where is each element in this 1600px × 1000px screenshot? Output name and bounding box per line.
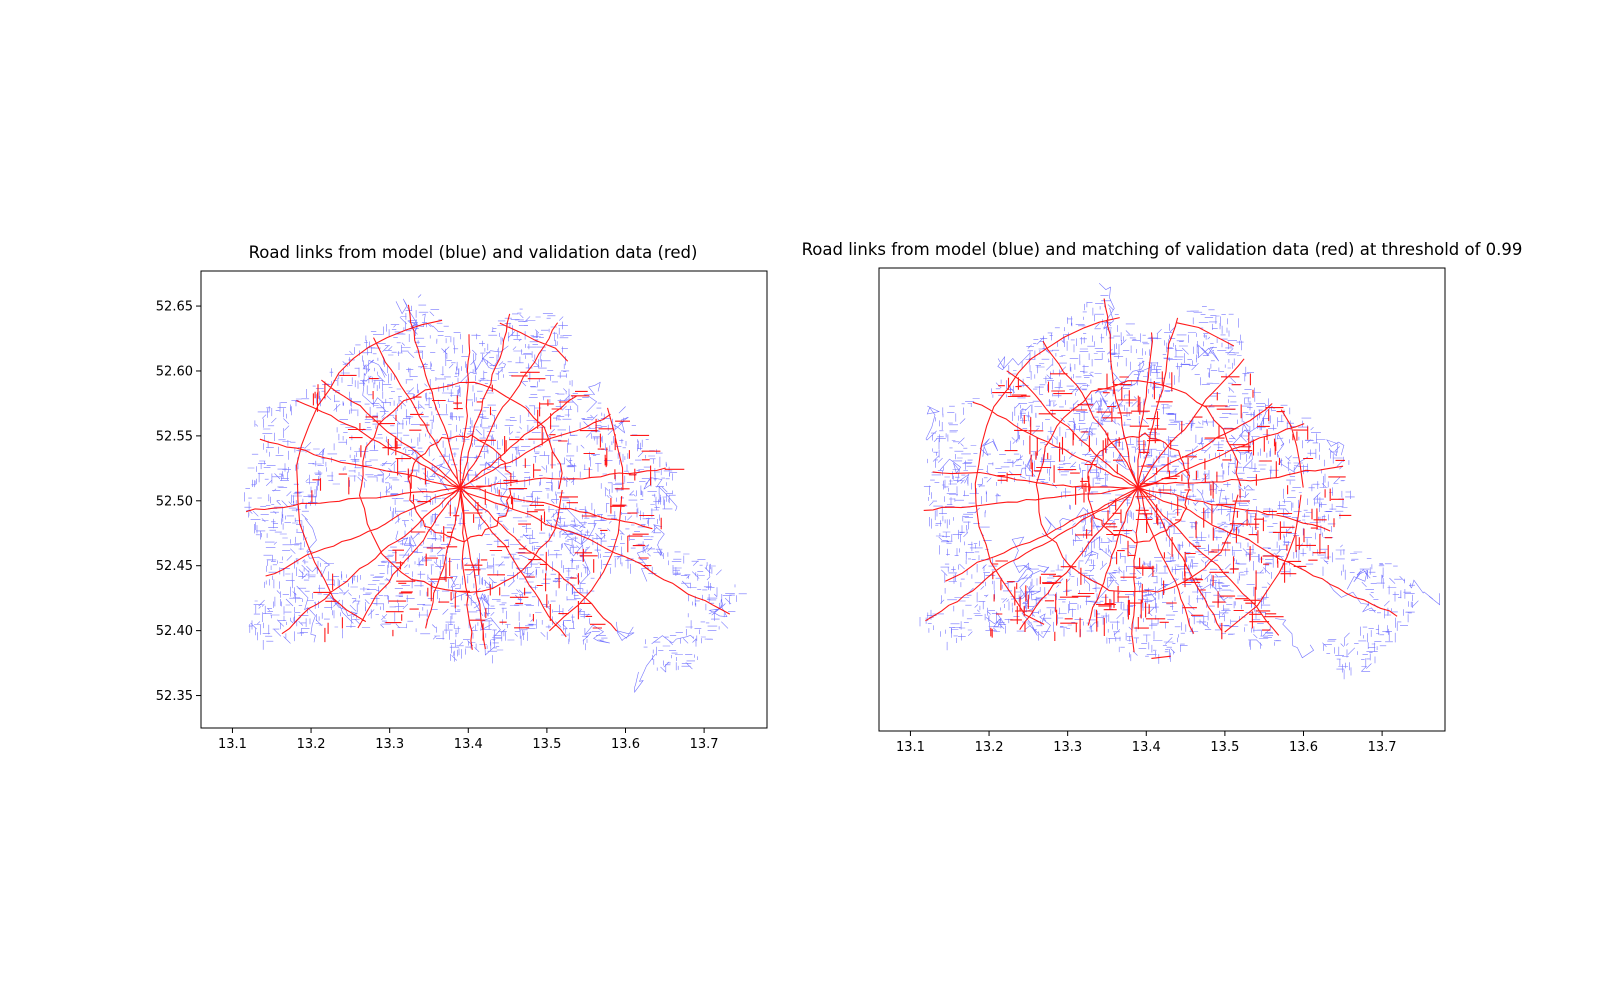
x-tick-label: 13.2	[297, 737, 326, 752]
y-tick-label: 52.40	[156, 624, 193, 639]
x-tick-label: 13.5	[532, 737, 561, 752]
x-tick-label: 13.1	[218, 737, 247, 752]
x-tick-label: 13.5	[1210, 740, 1239, 755]
validation-road-links	[245, 304, 731, 650]
x-tick-label: 13.1	[896, 740, 925, 755]
validation-road-links	[923, 298, 1398, 659]
x-tick-label: 13.7	[1368, 740, 1397, 755]
right-map-title: Road links from model (blue) and matchin…	[802, 240, 1523, 259]
y-tick-label: 52.55	[156, 429, 193, 444]
x-tick-label: 13.6	[611, 737, 640, 752]
x-tick-label: 13.4	[1132, 740, 1161, 755]
right-x-axis: 13.1 13.2 13.3 13.4 13.5 13.6 13.7	[896, 731, 1397, 755]
x-tick-label: 13.3	[1053, 740, 1082, 755]
model-road-links	[244, 294, 747, 694]
y-tick-label: 52.45	[156, 559, 193, 574]
left-map-panel: Road links from model (blue) and validat…	[156, 243, 768, 752]
x-tick-label: 13.2	[975, 740, 1004, 755]
left-x-axis: 13.1 13.2 13.3 13.4 13.5 13.6 13.7	[218, 728, 719, 752]
right-map-panel: Road links from model (blue) and matchin…	[802, 240, 1523, 755]
right-plot-frame	[878, 267, 1446, 732]
y-tick-label: 52.50	[156, 494, 193, 509]
x-tick-label: 13.3	[375, 737, 404, 752]
x-tick-label: 13.4	[454, 737, 483, 752]
left-map-title: Road links from model (blue) and validat…	[249, 243, 698, 262]
y-tick-label: 52.60	[156, 364, 193, 379]
y-tick-label: 52.35	[156, 689, 193, 704]
right-road-network	[919, 282, 1441, 680]
left-plot-frame	[200, 270, 768, 729]
x-tick-label: 13.7	[690, 737, 719, 752]
model-road-links	[919, 282, 1441, 680]
left-y-axis: 52.35 52.40 52.45 52.50 52.55 52.60 52.65	[156, 300, 201, 704]
y-tick-label: 52.65	[156, 300, 193, 315]
left-road-network	[244, 294, 747, 694]
x-tick-label: 13.6	[1289, 740, 1318, 755]
